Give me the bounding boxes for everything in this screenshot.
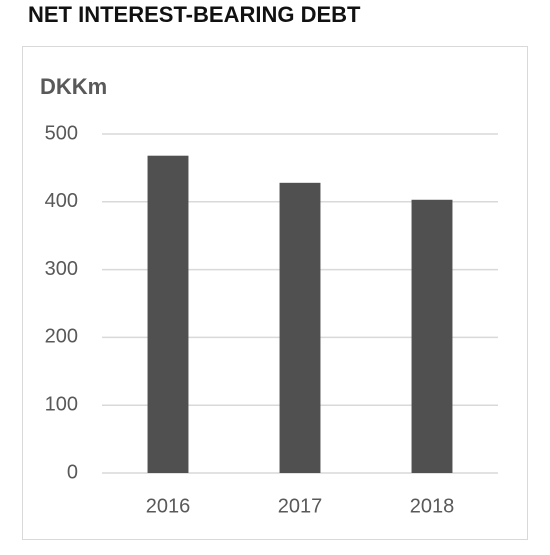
y-tick-label: 500 bbox=[45, 122, 78, 144]
chart-title: NET INTEREST-BEARING DEBT bbox=[28, 2, 361, 27]
y-tick-label: 100 bbox=[45, 393, 78, 415]
y-axis-label: DKKm bbox=[40, 74, 107, 99]
bar bbox=[147, 155, 189, 474]
chart-frame bbox=[22, 46, 528, 540]
x-tick-label: 2017 bbox=[278, 495, 323, 517]
y-tick-label: 400 bbox=[45, 190, 78, 212]
x-tick-label: 2016 bbox=[146, 495, 191, 517]
y-tick-label: 0 bbox=[67, 461, 78, 483]
bar bbox=[411, 199, 453, 474]
x-tick-label: 2018 bbox=[410, 495, 455, 517]
y-tick-label: 200 bbox=[45, 326, 78, 348]
y-tick-label: 300 bbox=[45, 258, 78, 280]
bar bbox=[279, 182, 321, 474]
